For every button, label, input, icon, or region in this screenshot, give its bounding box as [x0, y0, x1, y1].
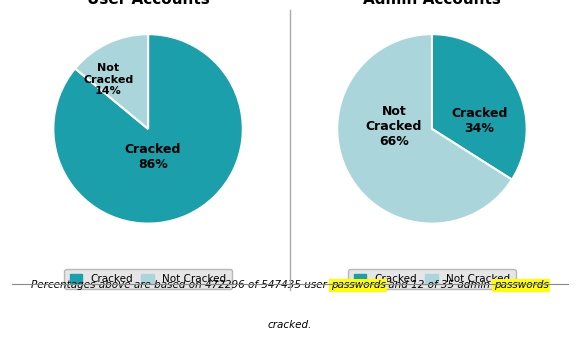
Legend: Cracked, Not Cracked: Cracked, Not Cracked [349, 269, 516, 289]
Title: Summary of Domain
Admin Accounts: Summary of Domain Admin Accounts [345, 0, 519, 7]
Text: Not
Cracked
14%: Not Cracked 14% [83, 63, 133, 96]
Text: passwords: passwords [331, 280, 386, 290]
Text: Not
Cracked
66%: Not Cracked 66% [366, 105, 422, 148]
Wedge shape [432, 34, 527, 180]
Wedge shape [337, 34, 512, 224]
Text: Cracked
86%: Cracked 86% [125, 143, 181, 171]
Wedge shape [53, 34, 243, 224]
Text: cracked.: cracked. [268, 320, 312, 330]
Text: and 12 of 35 admin: and 12 of 35 admin [386, 280, 494, 290]
Title: Summary of Domain
User Accounts: Summary of Domain User Accounts [61, 0, 235, 7]
Text: Cracked
34%: Cracked 34% [451, 107, 508, 135]
Text: Percentages above are based on 472296 of 547435 user: Percentages above are based on 472296 of… [31, 280, 331, 290]
Legend: Cracked, Not Cracked: Cracked, Not Cracked [64, 269, 231, 289]
Wedge shape [75, 34, 148, 129]
Text: passwords: passwords [494, 280, 549, 290]
